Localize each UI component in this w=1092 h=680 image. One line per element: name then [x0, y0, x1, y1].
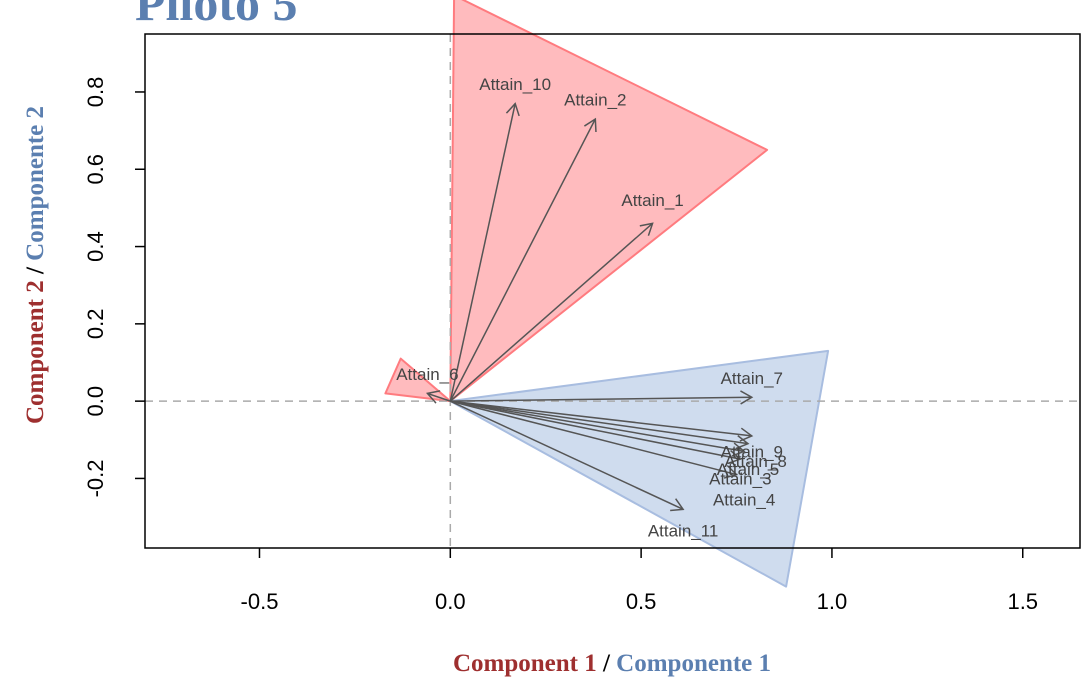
y-tick-label: 0.2 [83, 309, 108, 340]
vector-shaft [450, 400, 737, 476]
x-axis-title: Component 1 / Componente 1 [453, 650, 771, 677]
vector-label: Attain_4 [713, 491, 775, 510]
vector-label: Attain_2 [564, 91, 626, 110]
vector-shaft [450, 400, 745, 453]
chart-title: Piloto 5 [135, 0, 297, 31]
y-tick-label: -0.2 [83, 459, 108, 497]
vector-shaft [427, 392, 451, 402]
vector-shaft [450, 400, 749, 445]
plot-frame [144, 33, 1081, 549]
vector-label: Attain_10 [479, 75, 551, 94]
vector-arrowhead [739, 427, 754, 442]
x-tick-label: 1.0 [817, 589, 848, 614]
vector-attain-7 [450, 390, 754, 405]
x-tick-label: -0.5 [241, 589, 279, 614]
vector-label: Attain_7 [721, 369, 783, 388]
y-axis-title-part-2: / [22, 261, 49, 280]
y-tick-label: 0.4 [83, 231, 108, 262]
vector-arrowhead [670, 498, 685, 512]
vector-shaft [449, 103, 516, 402]
vector-label: Attain_1 [621, 191, 683, 210]
vector-attain-4 [450, 400, 738, 479]
vector-attain-9 [450, 400, 754, 442]
vector-arrowhead [505, 102, 520, 117]
vector-attain-11 [449, 400, 685, 512]
group-polygons [384, 0, 830, 588]
vector-shaft [450, 400, 752, 437]
group-polygon-1 [449, 0, 769, 403]
vector-arrowhead [723, 464, 738, 479]
y-axis-title-part-1: Component 2 [22, 280, 49, 424]
vector-attain-2 [449, 117, 597, 402]
vector-shaft [450, 400, 741, 460]
y-axis-title: Component 2 / Componente 2 [22, 106, 49, 424]
vector-arrowhead [425, 390, 441, 404]
vector-attain-3 [450, 400, 742, 464]
y-tick-label: 0.8 [83, 77, 108, 108]
vector-shaft [449, 118, 596, 402]
group-polygon-3 [449, 349, 830, 588]
vector-attain-8 [450, 400, 750, 450]
vector-label: Attain_11 [648, 522, 719, 541]
vector-arrowhead [735, 435, 750, 450]
x-axis-title-part-3: Componente 1 [616, 650, 771, 677]
vector-attain-1 [449, 222, 654, 402]
x-tick-label: 1.5 [1007, 589, 1038, 614]
y-axis: -0.2 0.0 0.2 0.4 0.6 0.8 [83, 77, 145, 497]
vector-labels: Attain_10 Attain_2 Attain_1 Attain_6 Attain_… [396, 75, 787, 540]
y-axis-title-part-3: Componente 2 [22, 106, 49, 261]
x-axis-title-part-2: / [597, 650, 616, 677]
x-axis: -0.5 0.0 0.5 1.0 1.5 [241, 548, 1038, 614]
x-tick-label: 0.5 [626, 589, 657, 614]
vector-label: Attain_3 [709, 469, 771, 488]
vector-shaft [449, 222, 654, 402]
loading-vectors [425, 102, 754, 512]
vector-label: Attain_6 [396, 365, 458, 384]
vector-arrowhead [740, 390, 754, 405]
vector-attain-6 [425, 390, 451, 404]
vector-shaft [450, 396, 752, 402]
vector-label: Attain_5 [717, 460, 779, 479]
y-tick-label: 0.0 [83, 386, 108, 417]
vector-arrowhead [727, 449, 742, 464]
vector-arrowhead [639, 222, 654, 236]
x-tick-label: 0.0 [435, 589, 466, 614]
vector-label: Attain_9 [721, 442, 783, 461]
vector-shaft [449, 400, 684, 511]
group-polygon-2 [384, 357, 452, 403]
reference-lines [145, 34, 1080, 548]
vector-arrowhead [583, 117, 597, 133]
vector-label: Attain_8 [724, 452, 786, 471]
y-tick-label: 0.6 [83, 154, 108, 185]
vector-attain-10 [449, 102, 520, 402]
x-axis-title-part-1: Component 1 [453, 650, 597, 677]
